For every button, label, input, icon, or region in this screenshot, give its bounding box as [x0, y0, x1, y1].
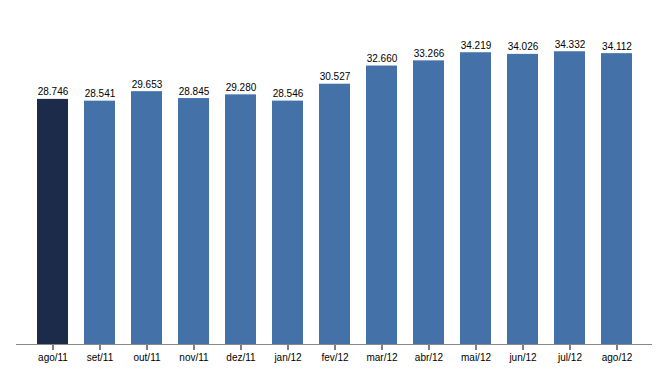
- svg-text:set/11: set/11: [87, 352, 114, 363]
- svg-text:out/11: out/11: [133, 352, 160, 363]
- svg-text:ago/12: ago/12: [602, 352, 633, 363]
- svg-text:28.746: 28.746: [38, 86, 69, 97]
- svg-text:jul/12: jul/12: [557, 352, 582, 363]
- svg-text:abr/12: abr/12: [415, 352, 444, 363]
- svg-text:fev/12: fev/12: [321, 352, 349, 363]
- svg-text:34.219: 34.219: [461, 40, 492, 51]
- svg-text:28.845: 28.845: [179, 86, 210, 97]
- svg-text:30.527: 30.527: [320, 71, 351, 82]
- svg-text:jun/12: jun/12: [508, 352, 537, 363]
- svg-text:34.332: 34.332: [555, 39, 586, 50]
- svg-text:dez/11: dez/11: [226, 352, 256, 363]
- svg-text:mar/12: mar/12: [366, 352, 398, 363]
- svg-text:nov/11: nov/11: [179, 352, 209, 363]
- svg-text:34.026: 34.026: [508, 41, 539, 52]
- svg-text:mai/12: mai/12: [461, 352, 491, 363]
- svg-text:jan/12: jan/12: [273, 352, 302, 363]
- svg-text:ago/11: ago/11: [38, 352, 68, 363]
- svg-text:33.266: 33.266: [414, 48, 445, 59]
- svg-text:29.280: 29.280: [226, 82, 257, 93]
- svg-text:29.653: 29.653: [132, 79, 163, 90]
- svg-text:32.660: 32.660: [367, 53, 398, 64]
- svg-text:28.546: 28.546: [273, 88, 304, 99]
- svg-text:28.541: 28.541: [85, 88, 116, 99]
- svg-text:34.112: 34.112: [602, 41, 632, 52]
